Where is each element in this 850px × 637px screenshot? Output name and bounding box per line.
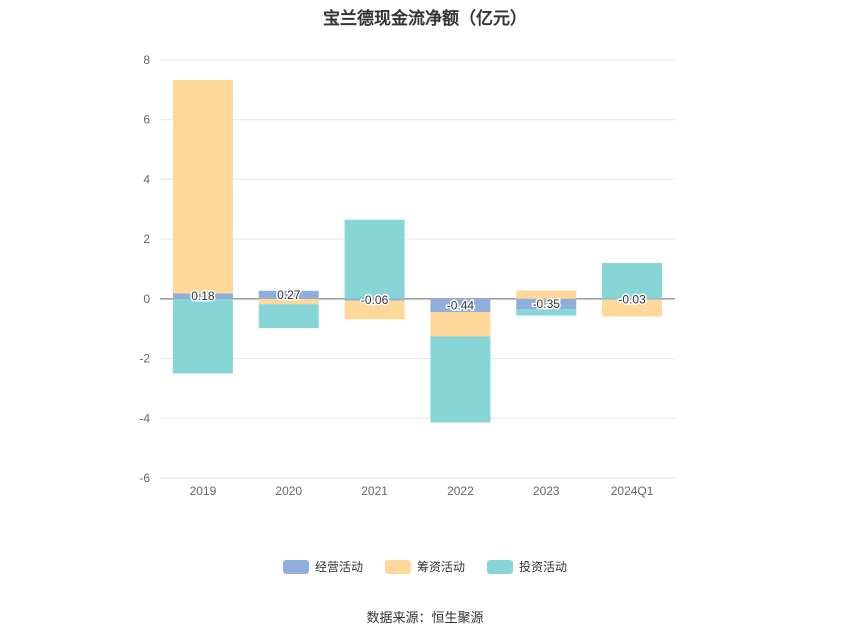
- data-label: -0.06: [361, 293, 389, 307]
- x-tick-label: 2020: [275, 484, 302, 498]
- bar-series-1: [258, 290, 319, 299]
- bar-series-3: [258, 304, 319, 329]
- cash-flow-chart: -6 -4 -2 0 2 4 6 8 2019 2020 2021 2022 2023 2024Q1 0.1…: [139, 53, 675, 498]
- x-tick-label: 2024Q1: [611, 484, 654, 498]
- data-label: 0.27: [277, 288, 301, 302]
- data-label: -0.35: [533, 297, 561, 311]
- bar-series-3: [516, 309, 577, 316]
- legend-item[interactable]: 经营活动: [282, 558, 363, 575]
- legend-swatch: [384, 559, 411, 574]
- y-tick-label: 4: [143, 172, 150, 186]
- y-tick-label: 2: [143, 232, 150, 246]
- bar-series-1: [430, 298, 491, 312]
- legend-label: 经营活动: [314, 560, 363, 574]
- bar-series-3: [602, 263, 663, 299]
- x-tick-label: 2023: [533, 484, 560, 498]
- x-tick-label: 2019: [190, 484, 217, 498]
- bar-series-1: [344, 298, 405, 301]
- legend-label: 投资活动: [519, 560, 568, 574]
- chart-title: 宝兰德现金流净额（亿元）: [323, 9, 527, 28]
- bar-series-1: [602, 298, 663, 300]
- y-tick-label: 0: [143, 292, 150, 306]
- y-tick-label: 8: [143, 53, 150, 67]
- bar-series-2: [344, 300, 405, 320]
- bar-series-2: [516, 290, 577, 299]
- y-tick-label: 6: [143, 113, 150, 127]
- bar-series-3: [172, 298, 233, 374]
- bar-series-3: [430, 336, 491, 423]
- y-tick-label: -2: [139, 352, 150, 366]
- x-tick-label: 2021: [361, 484, 388, 498]
- y-tick-label: -6: [139, 471, 150, 485]
- bar-series-2: [430, 311, 491, 337]
- bar-series-2: [258, 298, 319, 305]
- data-label: -0.03: [618, 292, 646, 306]
- bar-series-1: [172, 293, 233, 299]
- x-tick-label: 2022: [447, 484, 474, 498]
- chart-legend: 经营活动 筹资活动 投资活动: [0, 558, 850, 575]
- legend-swatch: [487, 559, 513, 574]
- bar-series-3: [344, 219, 405, 299]
- bar-series-2: [602, 299, 663, 317]
- data-label: -0.44: [447, 298, 475, 312]
- data-source: 数据来源：恒生聚源: [366, 610, 484, 625]
- y-tick-label: -4: [139, 411, 150, 425]
- legend-label: 筹资活动: [416, 560, 465, 574]
- legend-item[interactable]: 投资活动: [487, 558, 567, 575]
- legend-swatch: [282, 559, 309, 574]
- data-label: 0.18: [191, 289, 215, 303]
- bar-series-1: [516, 298, 577, 310]
- legend-item[interactable]: 筹资活动: [384, 558, 465, 575]
- bar-series-2: [172, 80, 233, 294]
